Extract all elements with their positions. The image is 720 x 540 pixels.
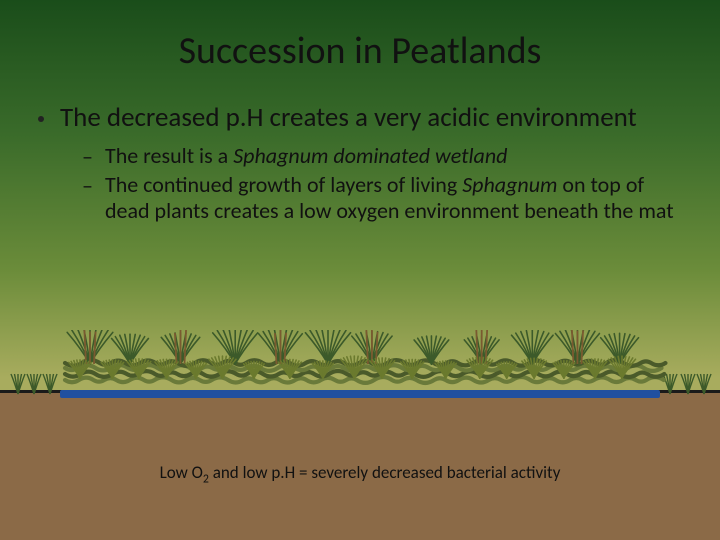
caption-text: Low O2 and low p.H = severely decreased …	[0, 462, 720, 486]
sub-bullet-row: – The result is a Sphagnum dominated wet…	[82, 143, 682, 170]
sub-bullet-list: – The result is a Sphagnum dominated wet…	[38, 143, 682, 224]
sub-bullet-text: The continued growth of layers of living…	[105, 172, 682, 224]
main-bullet-row: The decreased p.H creates a very acidic …	[38, 102, 682, 133]
sub-bullet-text: The result is a Sphagnum dominated wetla…	[105, 143, 507, 169]
bullet-icon	[38, 116, 44, 122]
page-title: Succession in Peatlands	[0, 0, 720, 74]
dash-icon: –	[82, 143, 93, 170]
dash-icon: –	[82, 172, 93, 199]
main-bullet-text: The decreased p.H creates a very acidic …	[60, 102, 637, 133]
content-block: The decreased p.H creates a very acidic …	[0, 74, 720, 224]
sub-bullet-row: – The continued growth of layers of livi…	[82, 172, 682, 224]
